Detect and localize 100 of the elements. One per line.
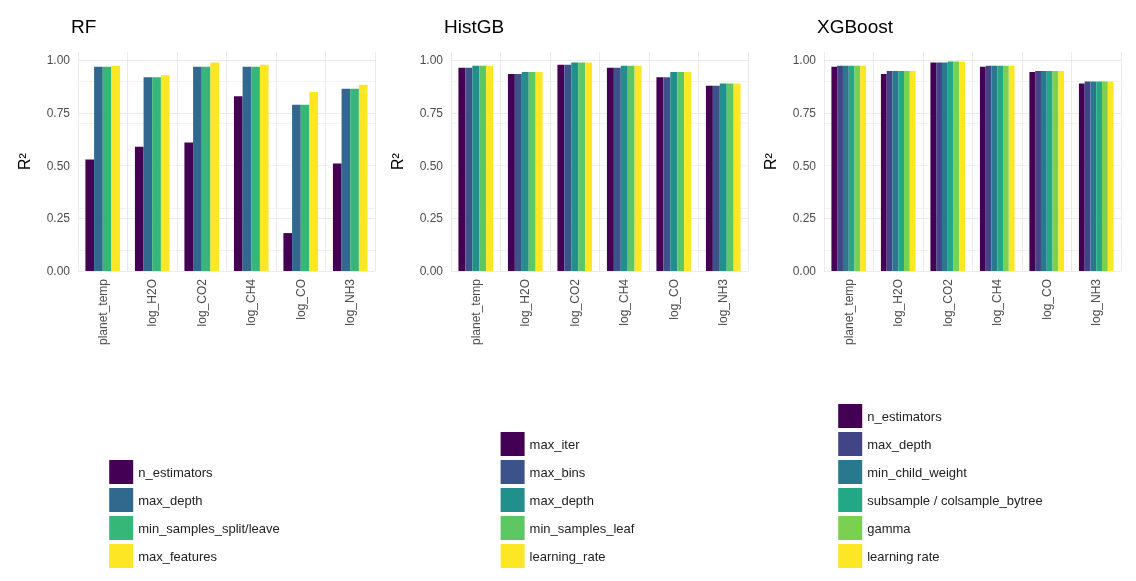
x-tick-label: planet_temp	[95, 278, 110, 346]
legend-label: subsample / colsample_bytree	[867, 492, 1043, 508]
bar	[458, 67, 466, 271]
y-tick-label: 0.75	[419, 106, 444, 121]
bar	[292, 104, 301, 271]
x-tick-label: log_CO	[666, 279, 681, 320]
bar	[332, 163, 342, 271]
bar	[733, 83, 741, 271]
bar	[947, 61, 954, 271]
bar	[309, 92, 319, 271]
x-tick-label: log_H2O	[518, 279, 533, 327]
x-tick-label: log_CH4	[617, 278, 632, 326]
bar	[102, 66, 112, 271]
y-axis-title: R²	[761, 152, 779, 170]
bar	[892, 70, 899, 271]
y-tick-label: 1.00	[419, 53, 444, 68]
bar	[94, 66, 103, 271]
y-tick-label: 0.25	[792, 211, 817, 226]
y-tick-label: 0.25	[419, 211, 444, 226]
bar	[193, 66, 202, 271]
bar	[842, 65, 849, 271]
x-tick-label: log_CO	[293, 279, 308, 320]
bar	[242, 66, 252, 271]
chart-title: HistGB	[444, 16, 505, 37]
x-tick-label: log_CO	[1039, 279, 1054, 320]
x-tick-label: log_CO2	[567, 278, 582, 327]
bar	[1008, 65, 1015, 271]
bar	[111, 65, 121, 271]
bar	[514, 74, 522, 271]
bar	[670, 72, 678, 271]
bar	[134, 146, 144, 271]
bar	[283, 233, 293, 271]
bar	[627, 65, 635, 271]
bar	[251, 66, 260, 271]
bar	[1003, 65, 1009, 271]
legend-label: min_samples_split/leave	[138, 520, 280, 536]
x-tick-label: log_NH3	[343, 278, 358, 326]
bar	[1096, 81, 1103, 271]
bar	[1078, 83, 1085, 271]
bar	[1090, 81, 1097, 271]
bar	[486, 65, 494, 271]
x-tick-label: log_NH3	[1089, 278, 1104, 326]
x-tick-label: log_CO2	[194, 278, 209, 327]
bar	[606, 67, 614, 271]
bar	[848, 65, 855, 271]
y-axis-title: R²	[15, 152, 33, 170]
bar	[160, 75, 170, 271]
bar	[979, 66, 986, 271]
bar	[184, 142, 194, 271]
bar	[684, 72, 692, 271]
bar	[831, 66, 838, 271]
bar	[201, 66, 211, 271]
x-tick-label: planet_temp	[468, 278, 483, 346]
bar	[860, 65, 867, 271]
x-tick-label: log_CH4	[990, 278, 1005, 326]
x-tick-label: log_NH3	[716, 278, 731, 326]
bar	[472, 65, 480, 271]
x-tick-label: log_H2O	[145, 279, 160, 327]
legend-label: gamma	[867, 520, 912, 536]
bar	[663, 77, 671, 271]
bar	[300, 104, 310, 271]
bar	[959, 61, 966, 271]
y-tick-label: 0.50	[46, 158, 71, 173]
bar	[634, 65, 642, 271]
bar	[1035, 70, 1041, 271]
bar	[341, 88, 351, 271]
bar	[719, 83, 727, 271]
y-tick-label: 0.75	[792, 106, 817, 121]
bar	[350, 88, 359, 271]
y-tick-label: 1.00	[46, 53, 71, 68]
bar	[528, 72, 536, 271]
y-tick-label: 0.00	[792, 264, 817, 278]
legend-label: max_depth	[867, 436, 932, 452]
bar	[358, 84, 368, 271]
bar	[210, 62, 220, 271]
bar	[507, 74, 515, 271]
legend-label: max_depth	[529, 492, 594, 508]
bar	[152, 77, 161, 271]
bar	[85, 159, 95, 271]
legend-label: max_iter	[529, 436, 581, 452]
legend-label: n_estimators	[138, 464, 214, 480]
legend-label: learning_rate	[529, 548, 606, 564]
bar	[479, 65, 487, 271]
bar	[1102, 81, 1108, 271]
bar	[930, 62, 937, 271]
y-tick-label: 0.00	[46, 264, 71, 278]
legend-label: max_bins	[529, 464, 586, 480]
bar	[143, 77, 153, 271]
y-tick-label: 0.50	[419, 158, 444, 173]
y-tick-label: 0.00	[419, 264, 444, 278]
bar	[705, 85, 713, 271]
y-tick-label: 0.50	[792, 158, 817, 173]
legend-label: min_child_weight	[867, 464, 968, 480]
bar	[1029, 72, 1036, 271]
bar	[837, 65, 843, 271]
x-tick-label: log_CO2	[940, 278, 955, 327]
chart-title: XGBoost	[817, 16, 894, 37]
bar	[1107, 81, 1114, 271]
bar	[677, 72, 685, 271]
chart-title: RF	[71, 16, 97, 37]
